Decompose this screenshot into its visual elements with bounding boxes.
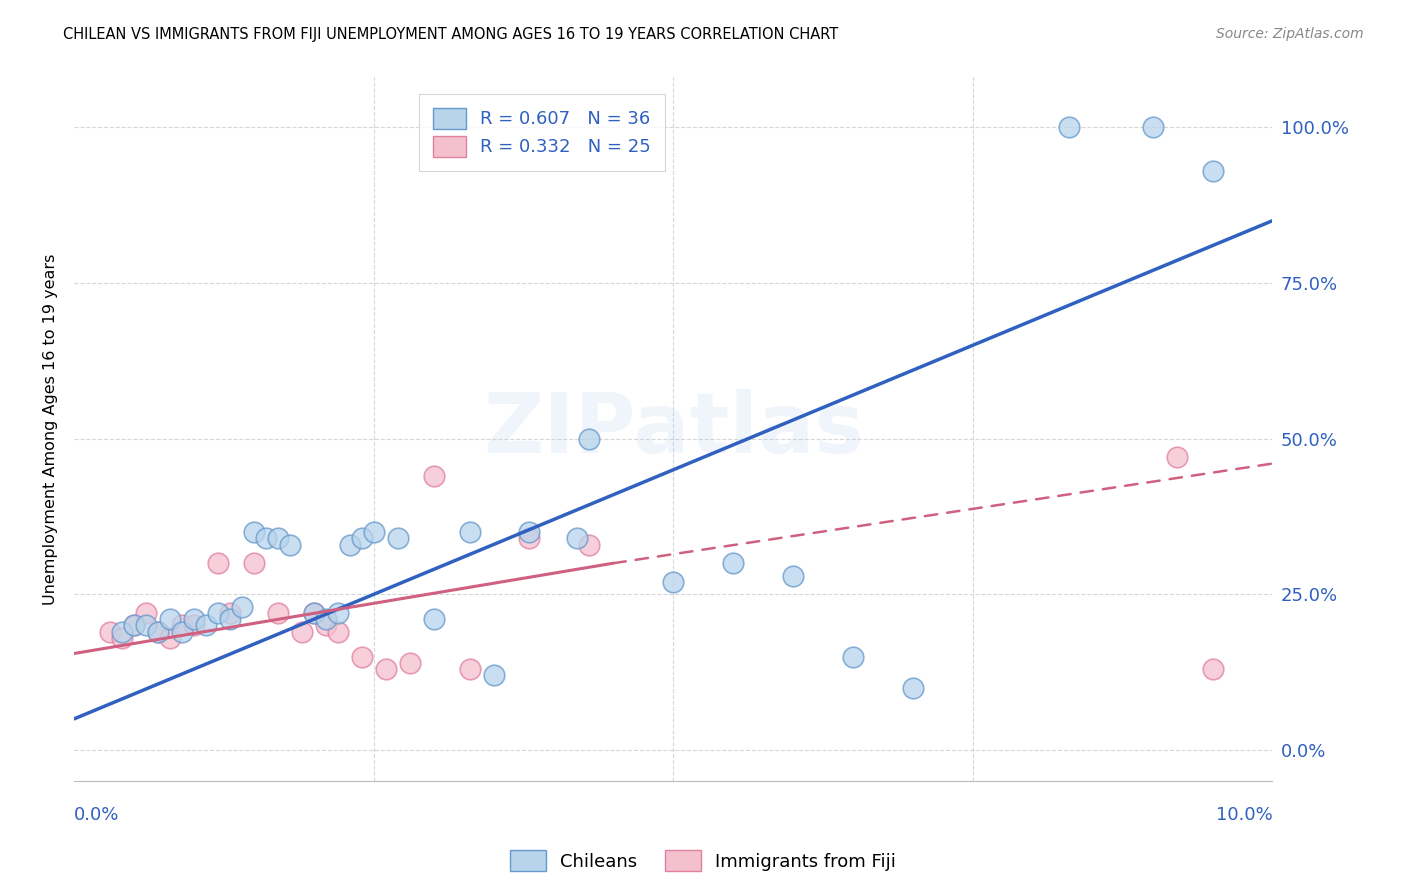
Point bbox=[267, 531, 290, 545]
Point bbox=[339, 537, 361, 551]
Point bbox=[291, 624, 314, 639]
Point bbox=[578, 432, 600, 446]
Point bbox=[782, 568, 804, 582]
Point bbox=[398, 656, 420, 670]
Point bbox=[278, 537, 301, 551]
Point bbox=[98, 624, 121, 639]
Point bbox=[482, 668, 505, 682]
Point bbox=[254, 531, 277, 545]
Point bbox=[135, 606, 157, 620]
Point bbox=[1201, 662, 1223, 676]
Point bbox=[1201, 164, 1223, 178]
Point bbox=[243, 524, 266, 539]
Point bbox=[1057, 120, 1080, 135]
Point bbox=[363, 524, 385, 539]
Point bbox=[1166, 450, 1188, 465]
Y-axis label: Unemployment Among Ages 16 to 19 years: Unemployment Among Ages 16 to 19 years bbox=[44, 253, 58, 605]
Point bbox=[350, 649, 373, 664]
Point bbox=[183, 618, 205, 632]
Point bbox=[721, 556, 744, 570]
Text: 0.0%: 0.0% bbox=[75, 806, 120, 824]
Point bbox=[207, 556, 229, 570]
Point bbox=[326, 606, 349, 620]
Point bbox=[267, 606, 290, 620]
Point bbox=[1142, 120, 1164, 135]
Point bbox=[302, 606, 325, 620]
Point bbox=[135, 618, 157, 632]
Point bbox=[170, 618, 193, 632]
Point bbox=[207, 606, 229, 620]
Point bbox=[458, 662, 481, 676]
Point bbox=[111, 624, 134, 639]
Point bbox=[842, 649, 865, 664]
Point bbox=[219, 612, 242, 626]
Point bbox=[146, 624, 169, 639]
Point bbox=[578, 537, 600, 551]
Text: ZIPatlas: ZIPatlas bbox=[482, 389, 863, 470]
Point bbox=[170, 624, 193, 639]
Point bbox=[387, 531, 409, 545]
Point bbox=[243, 556, 266, 570]
Point bbox=[519, 524, 541, 539]
Point bbox=[326, 624, 349, 639]
Point bbox=[122, 618, 145, 632]
Point bbox=[302, 606, 325, 620]
Text: 10.0%: 10.0% bbox=[1216, 806, 1272, 824]
Point bbox=[315, 618, 337, 632]
Legend: R = 0.607   N = 36, R = 0.332   N = 25: R = 0.607 N = 36, R = 0.332 N = 25 bbox=[419, 94, 665, 171]
Legend: Chileans, Immigrants from Fiji: Chileans, Immigrants from Fiji bbox=[503, 843, 903, 879]
Point bbox=[422, 469, 444, 483]
Point bbox=[159, 612, 181, 626]
Point bbox=[111, 631, 134, 645]
Point bbox=[122, 618, 145, 632]
Point bbox=[901, 681, 924, 695]
Text: Source: ZipAtlas.com: Source: ZipAtlas.com bbox=[1216, 27, 1364, 41]
Point bbox=[315, 612, 337, 626]
Point bbox=[458, 524, 481, 539]
Point bbox=[194, 618, 217, 632]
Point bbox=[350, 531, 373, 545]
Point bbox=[567, 531, 589, 545]
Point bbox=[219, 606, 242, 620]
Point bbox=[662, 574, 685, 589]
Point bbox=[231, 599, 253, 614]
Point bbox=[422, 612, 444, 626]
Point bbox=[159, 631, 181, 645]
Point bbox=[146, 624, 169, 639]
Text: CHILEAN VS IMMIGRANTS FROM FIJI UNEMPLOYMENT AMONG AGES 16 TO 19 YEARS CORRELATI: CHILEAN VS IMMIGRANTS FROM FIJI UNEMPLOY… bbox=[63, 27, 838, 42]
Point bbox=[519, 531, 541, 545]
Point bbox=[374, 662, 396, 676]
Point bbox=[183, 612, 205, 626]
